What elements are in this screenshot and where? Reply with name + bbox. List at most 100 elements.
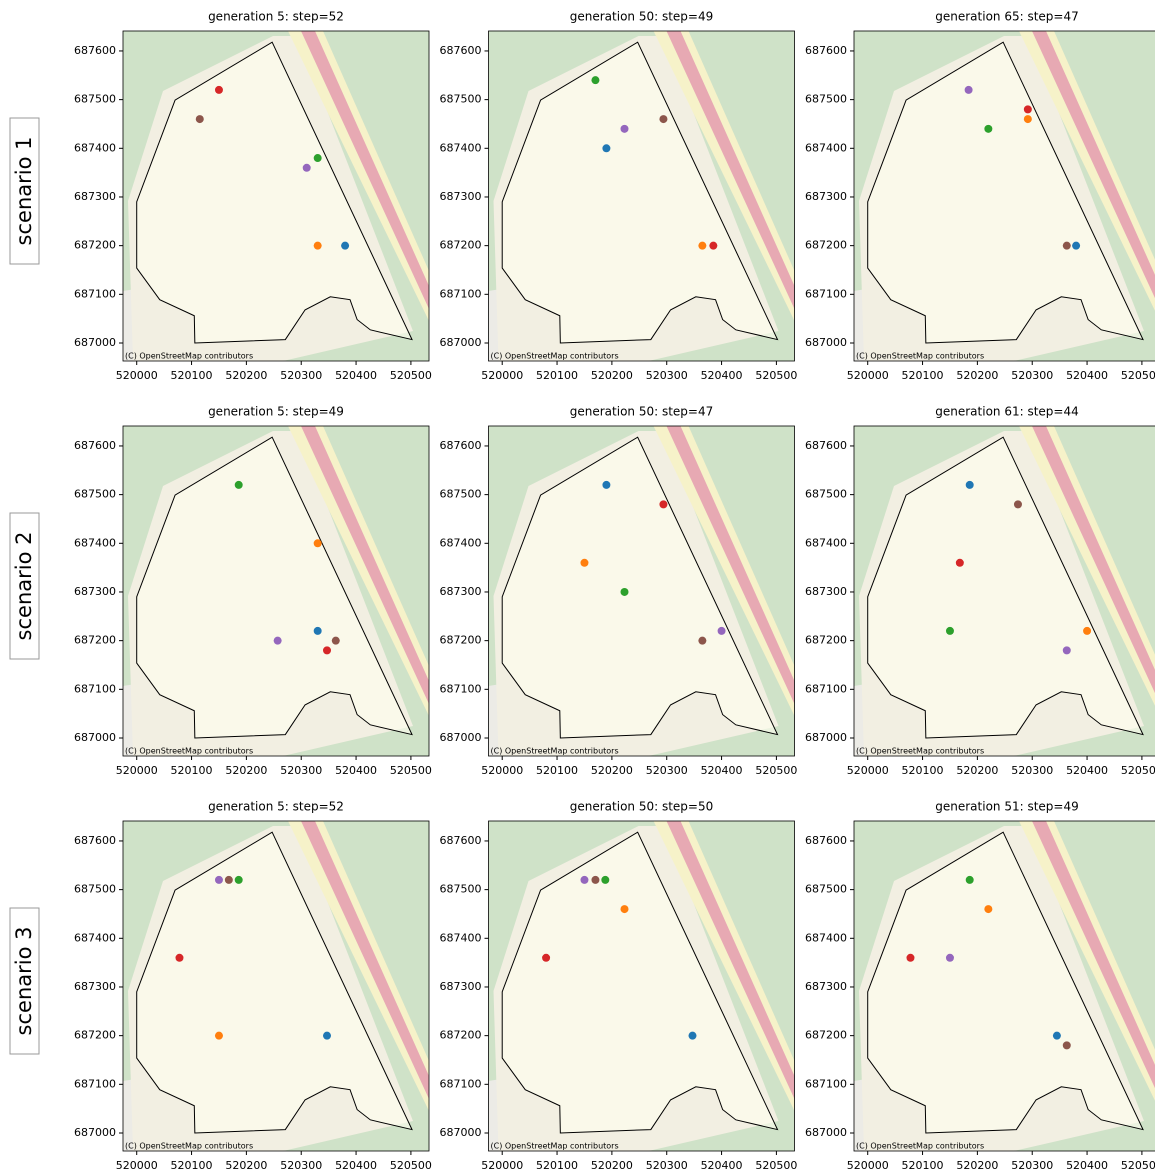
point — [1063, 242, 1071, 250]
y-tick-label: 687600 — [440, 439, 482, 452]
y-tick-label: 687600 — [74, 439, 116, 452]
subplot: (C) OpenStreetMap contributors generation… — [805, 800, 1155, 1171]
attribution: (C) OpenStreetMap contributors — [125, 352, 253, 361]
point — [1053, 1032, 1061, 1040]
point — [580, 876, 588, 884]
point — [215, 86, 223, 94]
point — [906, 954, 914, 962]
x-tick-label: 520300 — [1011, 369, 1053, 382]
y-tick-label: 687100 — [74, 682, 116, 695]
x-tick-label: 520200 — [225, 369, 267, 382]
x-tick-label: 520000 — [116, 1159, 158, 1171]
x-tick-label: 520400 — [1066, 1159, 1108, 1171]
subplot: (C) OpenStreetMap contributorsgeneration… — [74, 800, 432, 1171]
x-tick-label: 520200 — [956, 369, 998, 382]
y-tick-label: 687600 — [440, 834, 482, 847]
y-tick-label: 687400 — [805, 931, 847, 944]
point — [215, 876, 223, 884]
x-tick-label: 520400 — [335, 1159, 377, 1171]
y-tick-label: 687100 — [440, 1077, 482, 1090]
point — [175, 954, 183, 962]
x-tick-label: 520200 — [956, 1159, 998, 1171]
map-background — [489, 31, 795, 361]
y-tick-label: 687200 — [440, 634, 482, 647]
y-tick-label: 687300 — [74, 190, 116, 203]
x-tick-label: 520000 — [847, 1159, 889, 1171]
point — [689, 1032, 697, 1040]
y-tick-label: 687600 — [440, 44, 482, 57]
x-tick-label: 520400 — [701, 1159, 743, 1171]
point — [621, 588, 629, 596]
x-tick-label: 520200 — [591, 1159, 633, 1171]
point — [235, 876, 243, 884]
subplot-title: generation 61: step=44 — [935, 405, 1078, 419]
point — [1014, 500, 1022, 508]
attribution: (C) OpenStreetMap contributors — [125, 747, 253, 756]
subplot-title: generation 5: step=49 — [208, 405, 344, 419]
y-tick-label: 687200 — [440, 1029, 482, 1042]
y-tick-label: 687200 — [74, 239, 116, 252]
point — [591, 76, 599, 84]
y-tick-label: 687300 — [805, 980, 847, 993]
y-tick-label: 687400 — [440, 536, 482, 549]
x-tick-label: 520000 — [481, 764, 523, 777]
point — [314, 539, 322, 547]
x-tick-label: 520300 — [646, 1159, 688, 1171]
attribution: (C) OpenStreetMap contributors — [491, 352, 619, 361]
point — [196, 115, 204, 123]
y-tick-label: 687100 — [805, 287, 847, 300]
point — [621, 905, 629, 913]
y-tick-label: 687400 — [440, 931, 482, 944]
map-background — [123, 821, 429, 1151]
subplot-title: generation 51: step=49 — [935, 800, 1078, 814]
y-tick-label: 687500 — [440, 883, 482, 896]
point — [984, 125, 992, 133]
point — [314, 242, 322, 250]
map-background — [854, 821, 1155, 1151]
attribution: (C) OpenStreetMap contributors — [856, 1142, 984, 1151]
map-background — [123, 31, 429, 361]
subplot: (C) OpenStreetMap contributorsgeneration… — [440, 405, 798, 778]
y-tick-label: 687300 — [74, 980, 116, 993]
y-tick-label: 687300 — [805, 190, 847, 203]
x-tick-label: 520000 — [481, 1159, 523, 1171]
y-tick-label: 687300 — [74, 585, 116, 598]
point — [314, 627, 322, 635]
y-tick-label: 687000 — [805, 336, 847, 349]
x-tick-label: 520200 — [591, 764, 633, 777]
x-tick-label: 520400 — [1066, 764, 1108, 777]
x-tick-label: 520100 — [902, 764, 944, 777]
point — [659, 115, 667, 123]
point — [698, 637, 706, 645]
x-tick-label: 520300 — [646, 369, 688, 382]
y-tick-label: 687100 — [440, 287, 482, 300]
y-tick-label: 687500 — [440, 93, 482, 106]
y-tick-label: 687600 — [74, 44, 116, 57]
attribution: (C) OpenStreetMap contributors — [491, 1142, 619, 1151]
y-tick-label: 687300 — [805, 585, 847, 598]
x-tick-label: 520000 — [116, 369, 158, 382]
y-tick-label: 687000 — [74, 1126, 116, 1139]
point — [984, 905, 992, 913]
y-tick-label: 687100 — [74, 1077, 116, 1090]
point — [718, 627, 726, 635]
x-tick-label: 520100 — [171, 1159, 213, 1171]
point — [946, 627, 954, 635]
row-label: scenario 1 — [12, 137, 36, 246]
attribution: (C) OpenStreetMap contributors — [856, 747, 984, 756]
point — [621, 125, 629, 133]
attribution: (C) OpenStreetMap contributors — [125, 1142, 253, 1151]
x-tick-label: 520500 — [1121, 369, 1155, 382]
x-tick-label: 520300 — [280, 1159, 322, 1171]
x-tick-label: 520100 — [536, 764, 578, 777]
y-tick-label: 687500 — [74, 93, 116, 106]
y-tick-label: 687000 — [440, 731, 482, 744]
subplot-title: generation 65: step=47 — [935, 10, 1078, 24]
x-tick-label: 520100 — [902, 1159, 944, 1171]
point — [966, 876, 974, 884]
y-tick-label: 687500 — [440, 488, 482, 501]
subplot: (C) OpenStreetMap contributorsgeneration… — [440, 800, 798, 1171]
y-tick-label: 687400 — [440, 141, 482, 154]
y-tick-label: 687000 — [440, 1126, 482, 1139]
x-tick-label: 520100 — [536, 369, 578, 382]
